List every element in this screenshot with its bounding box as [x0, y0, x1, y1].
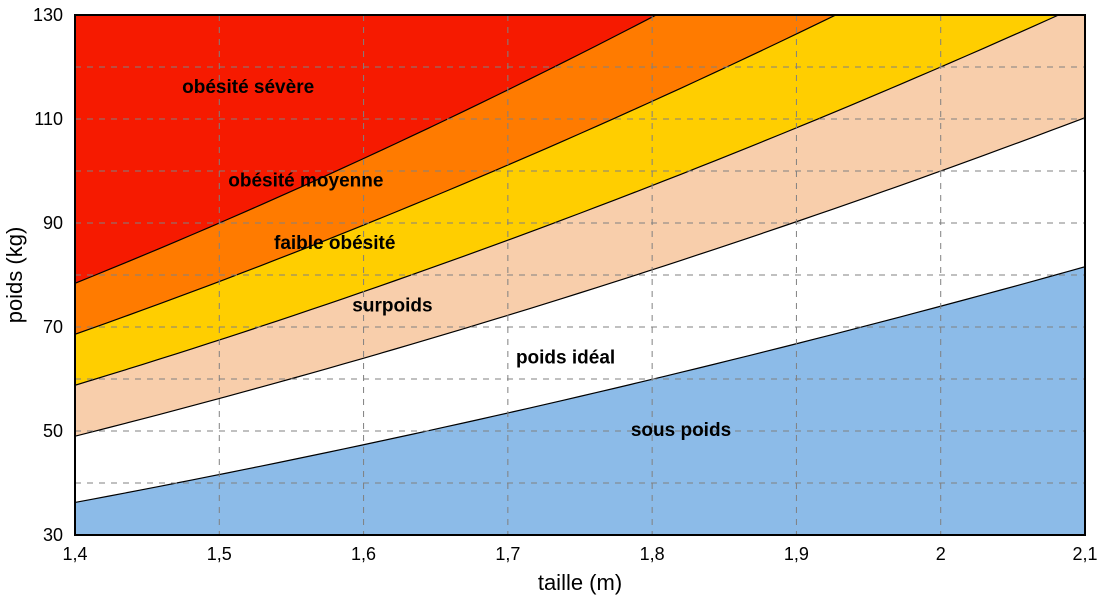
band-label-obesite-moyenne: obésité moyenne [228, 171, 383, 192]
bmi-area-chart: 1,4 1,5 1,6 1,7 1,8 1,9 2 2,1 30 50 70 90 110 130 tail… [0, 0, 1100, 609]
y-tick-label: 90 [43, 213, 63, 233]
x-tick-label: 1,8 [640, 544, 665, 564]
x-tick-label: 1,4 [62, 544, 87, 564]
x-tick-label: 1,9 [784, 544, 809, 564]
x-tick-label: 1,7 [495, 544, 520, 564]
band-label-obesite-severe: obésité sévère [182, 77, 314, 98]
x-tick-label: 1,5 [207, 544, 232, 564]
x-axis-title: taille (m) [538, 570, 622, 595]
band-label-poids-ideal: poids idéal [516, 347, 615, 368]
band-label-faible-obesite: faible obésité [274, 233, 395, 254]
x-tick-label: 2 [936, 544, 946, 564]
y-axis-title: poids (kg) [2, 227, 27, 324]
y-tick-label: 110 [34, 109, 63, 129]
band-label-surpoids: surpoids [352, 295, 432, 316]
x-tick-label: 1,6 [351, 544, 376, 564]
band-label-sous-poids: sous poids [631, 420, 731, 441]
y-tick-label: 50 [43, 421, 63, 441]
x-tick-label: 2,1 [1072, 544, 1097, 564]
y-tick-label: 30 [43, 525, 63, 545]
y-tick-label: 130 [33, 5, 63, 25]
y-tick-label: 70 [43, 317, 63, 337]
